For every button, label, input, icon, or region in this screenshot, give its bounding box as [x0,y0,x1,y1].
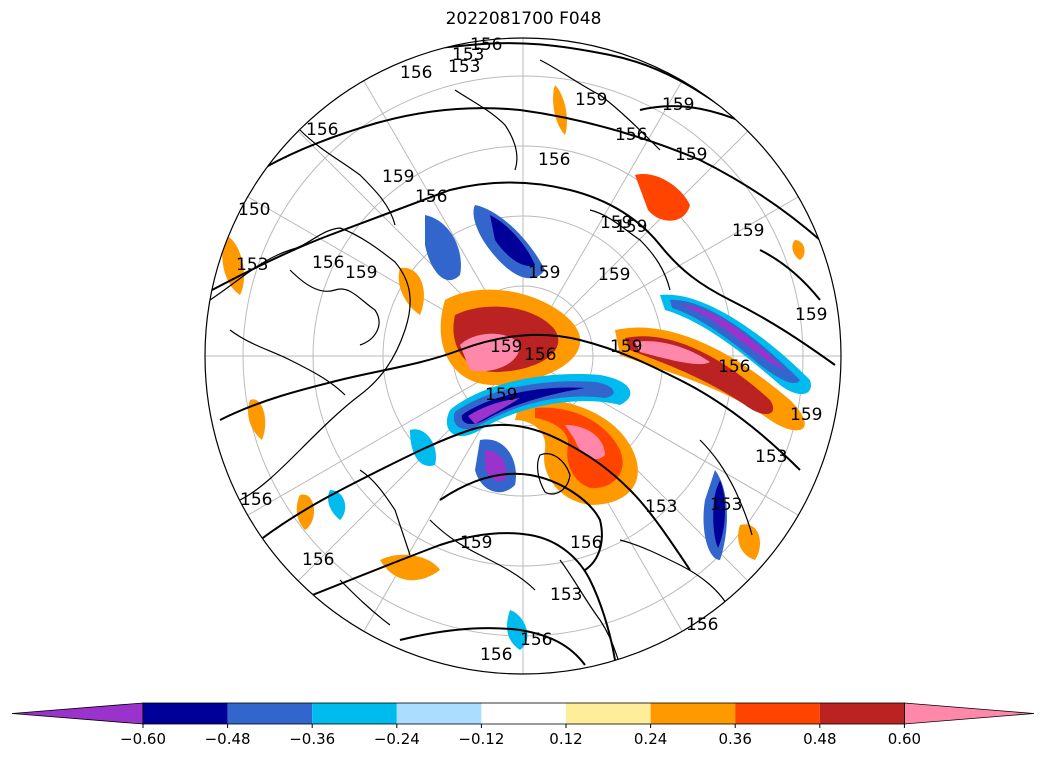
contour-label: 159 [460,533,492,553]
colorbar-labels: −0.60 −0.48 −0.36 −0.24 −0.12 0.12 0.24 0.36 0.4… [120,724,921,748]
colorbar-outline [142,702,905,725]
coastlines [209,59,753,666]
colorbar-box [481,703,566,724]
colorbar-box [227,703,313,724]
contour-label: 150 [238,200,270,220]
contour-label: 156 [615,125,647,145]
colorbar-tick-label: −0.36 [289,730,335,748]
contour-label: 159 [675,145,707,165]
contour-label: 156 [240,490,272,510]
colorbar-tick-label: −0.24 [374,730,420,748]
contour-labels: 156 153 156 153 159 159 156 156 159 150 … [236,35,827,665]
contour-label: 153 [236,255,268,275]
contour-label: 159 [490,337,522,357]
contour-label: 159 [345,263,377,283]
colorbar-tick-label: 0.36 [718,730,751,748]
contour-label: 156 [718,357,750,377]
contour-label: 156 [480,645,512,665]
colorbar-tick-label: −0.12 [458,730,504,748]
colorbar-box [312,703,397,724]
contour-label: 159 [575,90,607,110]
colorbar-extend-low [11,702,144,725]
colorbar-tick-label: 0.24 [634,730,667,748]
contour-label: 156 [470,35,502,55]
contour-label: 156 [306,120,338,140]
contour-label: 159 [600,213,632,233]
colorbar-box [735,703,820,724]
height-contours [211,39,836,666]
contour-label: 159 [610,337,642,357]
contour-label: 156 [400,63,432,83]
contour-label: 159 [662,95,694,115]
contour-label: 156 [415,187,447,207]
colorbar-tick-label: 0.60 [888,730,921,748]
colorbar-box [819,703,905,724]
colorbar-box [143,703,228,724]
contour-label: 156 [570,533,602,553]
polar-map: 156 153 156 153 159 159 156 156 159 150 … [204,35,842,675]
contour-label: 159 [795,305,827,325]
map-title: 2022081700 F048 [445,9,602,29]
shaded-field [222,85,811,650]
contour-label: 159 [528,263,560,283]
contour-label: 153 [452,45,484,65]
contour-label: 156 [686,615,718,635]
colorbar-tick-label: 0.12 [549,730,582,748]
map-boundary [204,37,842,675]
contour-label: 153 [710,495,742,515]
contour-label: 153 [755,447,787,467]
contour-label: 159 [790,405,822,425]
contour-label: 159 [732,221,764,241]
contour-label: 156 [524,345,556,365]
contour-label: 153 [550,585,582,605]
colorbar-tick-label: 0.48 [803,730,836,748]
contour-label: 159 [615,217,647,237]
contour-label: 153 [448,57,480,77]
contour-label: 159 [598,265,630,285]
colorbar-box [396,703,482,724]
contour-label: 156 [538,150,570,170]
colorbar-box [566,703,651,724]
colorbar-box [650,703,736,724]
contour-label: 153 [645,497,677,517]
colorbar-tick-label: −0.48 [205,730,251,748]
colorbar-extend-high [904,702,1035,725]
contour-label: 156 [520,630,552,650]
contour-label: 156 [302,550,334,570]
contour-label: 156 [312,253,344,273]
contour-label: 159 [485,385,517,405]
contour-label: 159 [382,167,414,187]
colorbar-boxes [11,702,1035,725]
colorbar-tick-label: −0.60 [120,730,166,748]
